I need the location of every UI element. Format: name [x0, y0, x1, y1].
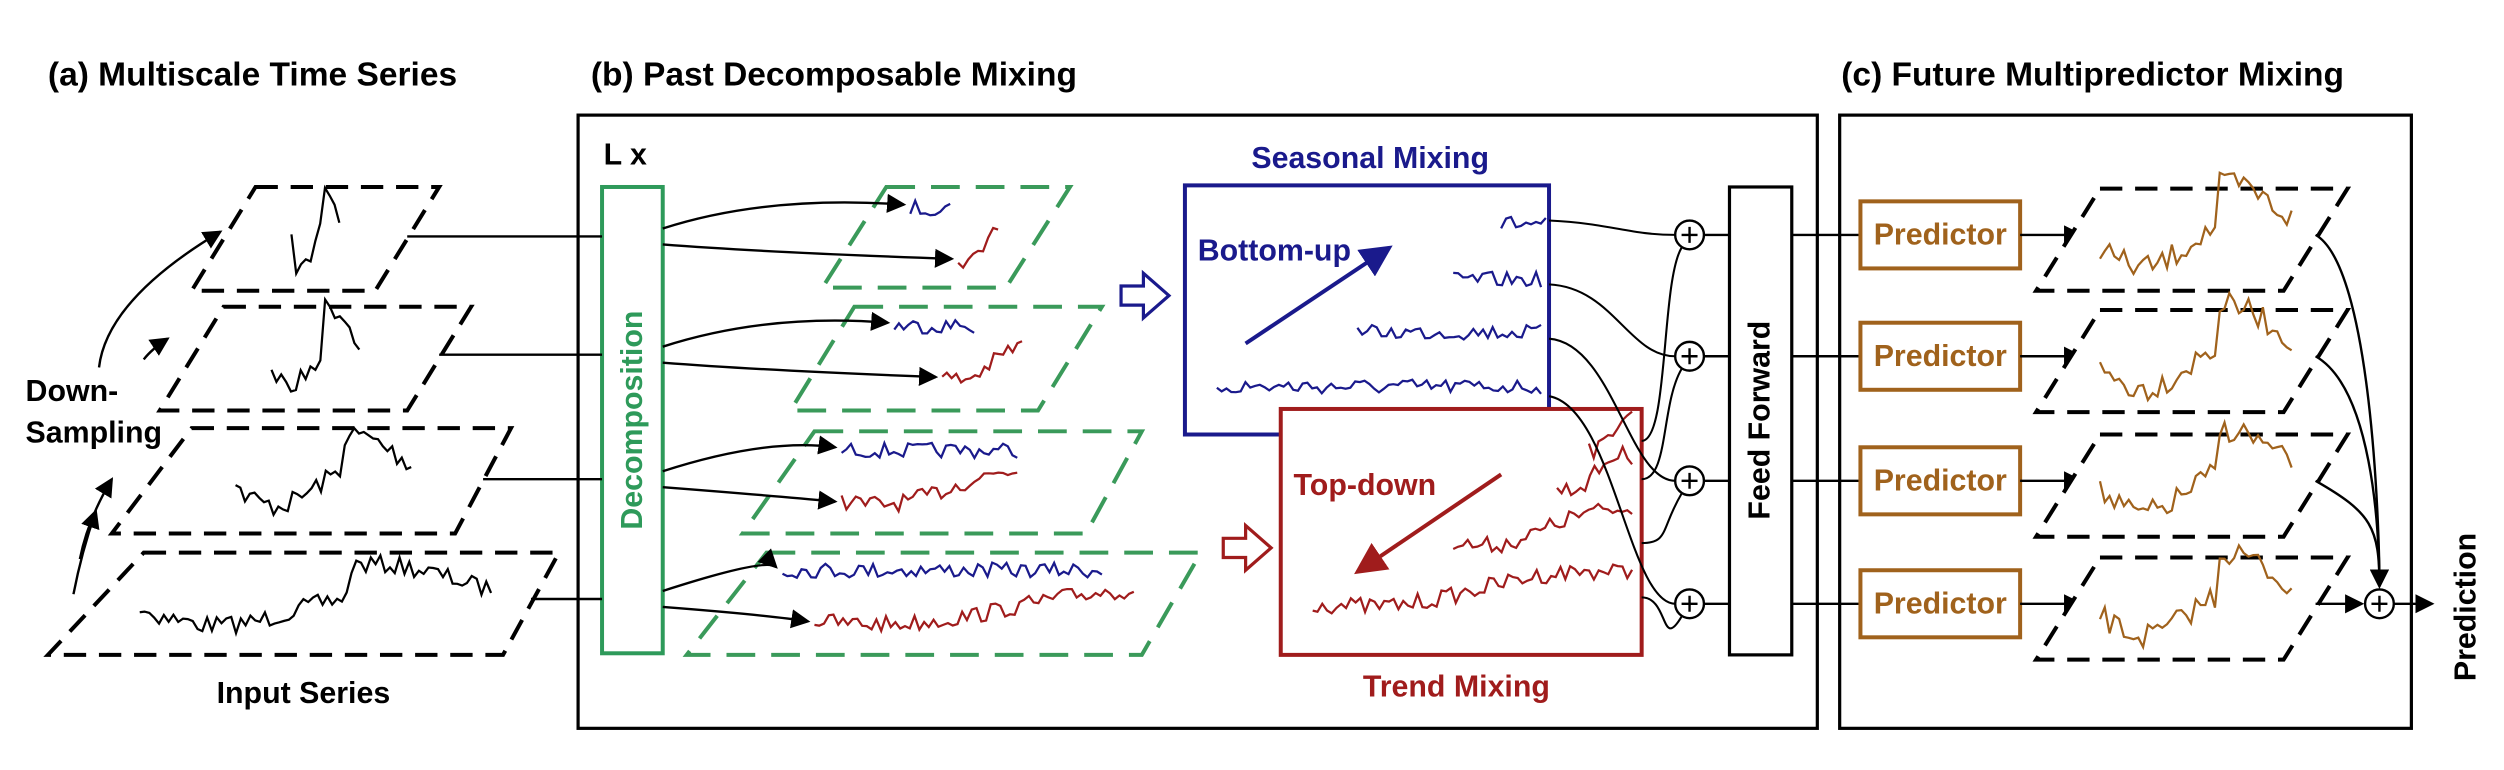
label: Top-down: [1294, 469, 1437, 502]
series-line: [235, 426, 412, 518]
panel-title: (b) Past Decomposable Mixing: [591, 57, 1077, 94]
label: Predictor: [1874, 219, 2007, 252]
series-line: [957, 226, 999, 270]
arrow: [1354, 472, 1503, 575]
plane: [107, 426, 515, 536]
series-line: [814, 587, 1135, 635]
series-line: [2099, 171, 2293, 277]
plane: [2032, 186, 2352, 293]
arrow: [2314, 479, 2390, 589]
arrow: [662, 435, 838, 473]
arrow: [662, 243, 955, 268]
layout: (a) Multiscale Time Series (b) Past Deco…: [26, 57, 2482, 730]
connector: [1548, 395, 1676, 605]
plus-sign: [1681, 472, 1698, 489]
label: Decomposition: [616, 311, 649, 530]
plus-sign: [1681, 348, 1698, 365]
label: Sampling: [26, 417, 163, 450]
arrow: [662, 605, 811, 629]
plane: [738, 429, 1146, 536]
connector: [1641, 493, 1683, 545]
plane: [818, 184, 1074, 290]
arrow: [2314, 233, 2390, 589]
series-line: [2098, 543, 2293, 651]
label: Prediction: [2449, 533, 2482, 681]
arrow: [1221, 522, 1274, 574]
plane: [682, 550, 1205, 657]
panel-title: (c) Future Multipredictor Mixing: [1841, 57, 2344, 94]
plus-sign: [2371, 595, 2388, 612]
plus-sign: [1681, 595, 1698, 612]
label: L x: [604, 139, 647, 172]
arrow: [662, 193, 907, 230]
panel-box: [1838, 113, 2413, 730]
panel-box: [576, 113, 1819, 730]
series-line: [2098, 418, 2293, 515]
series-line: [840, 439, 1018, 461]
label: Bottom-up: [1198, 234, 1351, 267]
arrow: [1244, 245, 1393, 346]
arrow: [662, 311, 891, 348]
label: Feed Forward: [1743, 321, 1776, 520]
series-line: [1356, 323, 1542, 341]
panel-title: (a) Multiscale Time Series: [48, 57, 457, 94]
label: Predictor: [1874, 340, 2007, 373]
series-line: [290, 184, 341, 278]
connector: [1641, 368, 1683, 481]
series-line: [840, 471, 1018, 515]
series-line: [1453, 268, 1543, 288]
connector: [1641, 247, 1683, 442]
series-line: [909, 197, 951, 217]
series-line: [782, 560, 1103, 580]
plus-sign: [1681, 226, 1698, 243]
series-line: [893, 318, 975, 335]
connector: [1548, 219, 1676, 236]
label: Input Series: [217, 677, 391, 710]
feed-forward-box: [1727, 185, 1794, 657]
plane: [786, 304, 1106, 413]
seasonal-box: [1182, 183, 1552, 437]
series-line: [1216, 378, 1542, 396]
arrow: [662, 548, 778, 593]
label: Down-: [26, 375, 119, 408]
series-line: [1452, 502, 1633, 555]
trend-box: [1278, 406, 1644, 657]
series-line: [941, 340, 1023, 385]
arrow: [662, 361, 939, 386]
decomposition-box: [600, 184, 665, 656]
connector: [1548, 283, 1676, 358]
label: Predictor: [1874, 587, 2007, 620]
arrow: [1119, 269, 1172, 322]
series-line: [139, 552, 493, 637]
label: Predictor: [1874, 464, 2007, 497]
predictor-box: [1858, 568, 2023, 640]
label: Trend Mixing: [1363, 670, 1550, 703]
series-line: [1312, 563, 1634, 616]
arrow: [97, 230, 223, 368]
label: Seasonal Mixing: [1251, 142, 1489, 175]
arrow: [72, 508, 100, 595]
connector: [1548, 337, 1676, 482]
plane: [2032, 307, 2352, 415]
series-line: [2098, 290, 2293, 403]
series-line: [270, 296, 361, 393]
connector: [1641, 596, 1683, 630]
plane: [156, 304, 475, 413]
plane: [43, 550, 563, 657]
series-line: [1556, 443, 1633, 497]
series-line: [1500, 215, 1547, 229]
series-line: [1587, 410, 1633, 462]
plane: [2032, 555, 2352, 662]
arrow: [142, 337, 170, 361]
arrow: [662, 486, 838, 510]
